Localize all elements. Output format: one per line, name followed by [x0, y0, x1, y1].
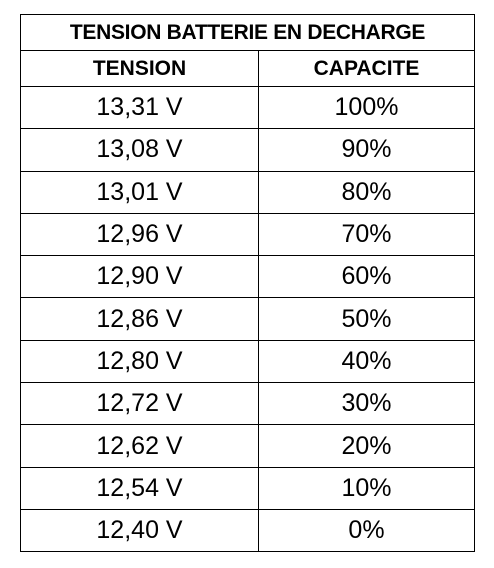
table-cell: 12,62 V	[20, 424, 259, 468]
table-cell: 100%	[258, 85, 475, 130]
discharge-table: TENSION BATTERIE EN DECHARGE TENSION CAPA…	[20, 14, 475, 553]
table-row: 12,54 V 10%	[20, 466, 475, 510]
table-row: 12,80 V 40%	[20, 339, 475, 384]
table-cell: 12,40 V	[20, 508, 259, 553]
table-cell: 13,31 V	[20, 85, 259, 130]
table-cell: 30%	[258, 382, 475, 426]
table-cell: 70%	[258, 212, 475, 257]
table-row: 13,01 V 80%	[20, 170, 475, 214]
table-cell: 13,08 V	[20, 128, 259, 172]
column-header: TENSION	[20, 50, 259, 87]
table-row: 12,90 V 60%	[20, 255, 475, 299]
table-row: 12,62 V 20%	[20, 424, 475, 468]
table-row: 12,86 V 50%	[20, 297, 475, 341]
column-header: CAPACITE	[258, 50, 475, 87]
table-cell: 12,96 V	[20, 212, 259, 257]
table-row: 12,96 V 70%	[20, 212, 475, 257]
table-cell: 12,80 V	[20, 339, 259, 384]
table-cell: 20%	[258, 424, 475, 468]
table-row: 12,72 V 30%	[20, 382, 475, 426]
table-cell: 90%	[258, 128, 475, 172]
table-body: 13,31 V 100% 13,08 V 90% 13,01 V 80% 12,96 V 70…	[20, 85, 475, 553]
table-row: 13,31 V 100%	[20, 85, 475, 130]
table-title: TENSION BATTERIE EN DECHARGE	[20, 14, 475, 51]
table-cell: 13,01 V	[20, 170, 259, 214]
table-cell: 60%	[258, 255, 475, 299]
table-row: 13,08 V 90%	[20, 128, 475, 172]
table-cell: 50%	[258, 297, 475, 341]
table-cell: 12,90 V	[20, 255, 259, 299]
table-cell: 40%	[258, 339, 475, 384]
table-cell: 12,54 V	[20, 466, 259, 510]
header-row: TENSION CAPACITE	[20, 50, 475, 87]
table-cell: 12,72 V	[20, 382, 259, 426]
table-row: 12,40 V 0%	[20, 508, 475, 553]
table-cell: 0%	[258, 508, 475, 553]
table-cell: 10%	[258, 466, 475, 510]
table-cell: 12,86 V	[20, 297, 259, 341]
table-cell: 80%	[258, 170, 475, 214]
